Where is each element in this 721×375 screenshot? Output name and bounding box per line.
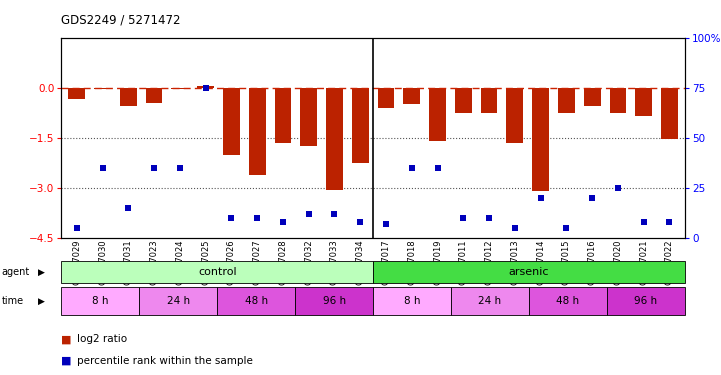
Point xyxy=(97,165,108,171)
Text: 48 h: 48 h xyxy=(244,296,267,306)
Point xyxy=(638,219,650,225)
Bar xyxy=(275,88,291,143)
Text: log2 ratio: log2 ratio xyxy=(77,334,128,344)
Point xyxy=(252,215,263,221)
Text: ▶: ▶ xyxy=(37,268,45,277)
Bar xyxy=(661,88,678,140)
Point xyxy=(71,225,82,231)
Text: 8 h: 8 h xyxy=(92,296,109,306)
Point xyxy=(612,185,624,191)
Text: ■: ■ xyxy=(61,334,72,344)
Bar xyxy=(223,88,240,154)
Bar xyxy=(352,88,368,163)
Bar xyxy=(429,88,446,141)
Bar xyxy=(68,88,85,99)
Bar xyxy=(295,287,373,315)
Text: 24 h: 24 h xyxy=(479,296,502,306)
Point xyxy=(664,219,676,225)
Bar xyxy=(609,88,627,113)
Point xyxy=(174,165,185,171)
Bar xyxy=(301,88,317,146)
Bar xyxy=(506,88,523,143)
Bar xyxy=(481,88,497,113)
Bar xyxy=(61,261,373,283)
Bar xyxy=(451,287,529,315)
Point xyxy=(277,219,288,225)
Bar xyxy=(378,88,394,108)
Bar xyxy=(373,261,685,283)
Bar xyxy=(217,287,295,315)
Text: ■: ■ xyxy=(61,356,72,366)
Text: percentile rank within the sample: percentile rank within the sample xyxy=(77,356,253,366)
Bar xyxy=(532,88,549,191)
Text: time: time xyxy=(1,296,24,306)
Bar xyxy=(373,287,451,315)
Bar xyxy=(584,88,601,106)
Point xyxy=(535,195,547,201)
Point xyxy=(303,211,314,217)
Point xyxy=(586,195,598,201)
Point xyxy=(432,165,443,171)
Bar xyxy=(139,287,217,315)
Bar xyxy=(326,88,343,190)
Text: arsenic: arsenic xyxy=(509,267,549,277)
Bar xyxy=(529,287,607,315)
Point xyxy=(226,215,237,221)
Bar xyxy=(120,88,137,106)
Point xyxy=(329,211,340,217)
Bar xyxy=(249,88,265,175)
Point xyxy=(483,215,495,221)
Point xyxy=(200,85,211,91)
Bar xyxy=(607,287,685,315)
Text: ▶: ▶ xyxy=(37,296,45,305)
Text: 24 h: 24 h xyxy=(167,296,190,306)
Bar xyxy=(172,88,188,89)
Bar xyxy=(455,88,472,113)
Bar xyxy=(198,86,214,88)
Point xyxy=(123,205,134,211)
Point xyxy=(458,215,469,221)
Point xyxy=(406,165,417,171)
Point xyxy=(380,221,392,227)
Text: 96 h: 96 h xyxy=(322,296,345,306)
Text: 8 h: 8 h xyxy=(404,296,420,306)
Bar xyxy=(94,88,111,89)
Bar xyxy=(403,88,420,104)
Bar xyxy=(558,88,575,113)
Text: agent: agent xyxy=(1,267,30,277)
Text: control: control xyxy=(198,267,236,277)
Point xyxy=(355,219,366,225)
Point xyxy=(561,225,572,231)
Text: 96 h: 96 h xyxy=(634,296,658,306)
Text: 48 h: 48 h xyxy=(557,296,580,306)
Point xyxy=(149,165,160,171)
Point xyxy=(509,225,521,231)
Bar xyxy=(146,88,162,103)
Bar xyxy=(635,88,652,116)
Text: GDS2249 / 5271472: GDS2249 / 5271472 xyxy=(61,13,181,26)
Bar xyxy=(61,287,139,315)
